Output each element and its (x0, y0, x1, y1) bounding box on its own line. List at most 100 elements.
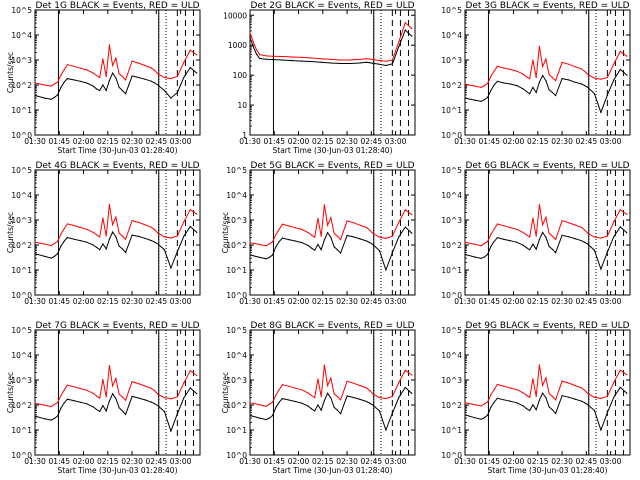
series-events-point (50, 257, 52, 259)
series-events-point (34, 415, 36, 417)
series-events-point (60, 245, 62, 247)
series-events-point (333, 246, 335, 248)
series-uld-point (92, 231, 94, 233)
y-tick-label: 10^0 (226, 451, 247, 460)
plot-frame (249, 329, 416, 456)
series-events-point (516, 402, 518, 404)
series-uld-point (86, 389, 88, 391)
series-events-point (288, 399, 290, 401)
series-events-point (561, 78, 563, 80)
series-events-point (34, 94, 36, 97)
x-axis-label: Start Time (30-Jun-03 01:28:40) (273, 466, 393, 475)
series-uld-point (183, 382, 185, 384)
series-uld-point (44, 84, 46, 86)
series-events-point (330, 236, 332, 239)
series-events-point (340, 252, 342, 254)
series-events-point (398, 236, 400, 238)
series-events-point (310, 408, 313, 410)
series-events-point (150, 401, 153, 403)
series-uld-point (580, 68, 583, 70)
series-uld-point (121, 75, 123, 77)
series-uld-point (464, 241, 466, 243)
series-events-point (593, 409, 596, 412)
series-events-point (359, 62, 361, 64)
x-tick-label: 01:45 (478, 297, 500, 306)
x-tick-label: 03:00 (385, 297, 407, 306)
series-uld-point (365, 387, 368, 389)
series-events-point (307, 245, 309, 247)
series-uld-point (125, 79, 127, 81)
series-events-point (66, 78, 68, 80)
series-events-line (34, 387, 198, 433)
series-events-point (464, 97, 466, 99)
series-events-point (115, 398, 117, 400)
series-uld-point (252, 41, 254, 43)
series-events-point (336, 249, 338, 251)
series-uld-point (464, 83, 466, 85)
series-events-point (391, 251, 393, 254)
series-uld-point (545, 377, 547, 379)
series-uld-point (391, 59, 393, 61)
series-events-point (327, 392, 329, 394)
y-tick-label: 10^4 (226, 351, 247, 360)
series-uld-point (487, 82, 489, 85)
series-events-point (320, 249, 322, 251)
series-uld-point (44, 404, 46, 406)
panel-det-5: Det 5G BLACK = Events, RED = ULD 10^0 10^1… (221, 161, 416, 306)
y-tick-label: 10^2 (226, 241, 247, 250)
series-uld-point (359, 58, 361, 61)
x-tick-label: 03:00 (170, 297, 192, 306)
series-uld-point (314, 236, 316, 238)
series-events-point (63, 81, 65, 83)
series-uld-point (340, 239, 342, 241)
x-tick-label: 02:00 (503, 457, 525, 466)
y-tick-label: 10^5 (441, 166, 462, 175)
x-tick-label: 01:45 (263, 137, 285, 146)
y-tick-label: 10^2 (441, 241, 462, 250)
series-uld-point (118, 73, 120, 75)
series-uld-point (378, 396, 380, 399)
series-uld-point (551, 76, 554, 79)
series-uld-point (272, 241, 274, 243)
x-tick-label: 01:30 (24, 137, 46, 146)
series-uld-point (496, 383, 498, 386)
series-events-point (301, 402, 303, 404)
series-uld-point (551, 395, 554, 397)
series-uld-point (310, 57, 313, 59)
series-events-point (121, 89, 123, 92)
series-events-point (487, 96, 489, 98)
series-events-point (105, 89, 107, 92)
series-events-point (538, 81, 541, 83)
series-uld-point (584, 389, 586, 391)
panel-det-3: Det 3G BLACK = Events, RED = ULD 10^0 10^1… (441, 1, 631, 146)
series-events-point (532, 243, 534, 245)
panel-title: Det 7G BLACK = Events, RED = ULD (35, 321, 199, 331)
series-events-point (131, 75, 133, 77)
series-events-point (53, 417, 56, 419)
series-uld-point (340, 399, 342, 401)
series-events-point (125, 251, 127, 254)
series-events-point (567, 79, 570, 81)
series-uld-point (108, 44, 110, 46)
series-uld-line (249, 365, 413, 407)
series-uld-point (385, 398, 387, 400)
series-uld-point (613, 63, 615, 65)
series-events-point (411, 35, 413, 37)
series-uld-point (99, 76, 101, 79)
x-tick-label: 01:30 (239, 137, 261, 146)
series-events-point (593, 249, 596, 251)
series-uld-point (606, 395, 609, 397)
x-tick-label: 03:00 (385, 137, 407, 146)
series-events-point (606, 251, 609, 253)
x-axis-label: Start Time (30-Jun-03 01:28:40) (58, 466, 178, 475)
series-uld-point (404, 369, 406, 371)
series-uld-point (548, 393, 550, 395)
series-uld-point (150, 226, 153, 228)
x-tick-label: 02:45 (146, 137, 168, 146)
series-uld-point (493, 389, 495, 391)
series-uld-point (365, 58, 368, 60)
series-events-point (365, 240, 368, 242)
series-events-point (108, 238, 110, 240)
y-tick-label: 10000 (223, 11, 247, 20)
series-events-point (86, 241, 88, 243)
